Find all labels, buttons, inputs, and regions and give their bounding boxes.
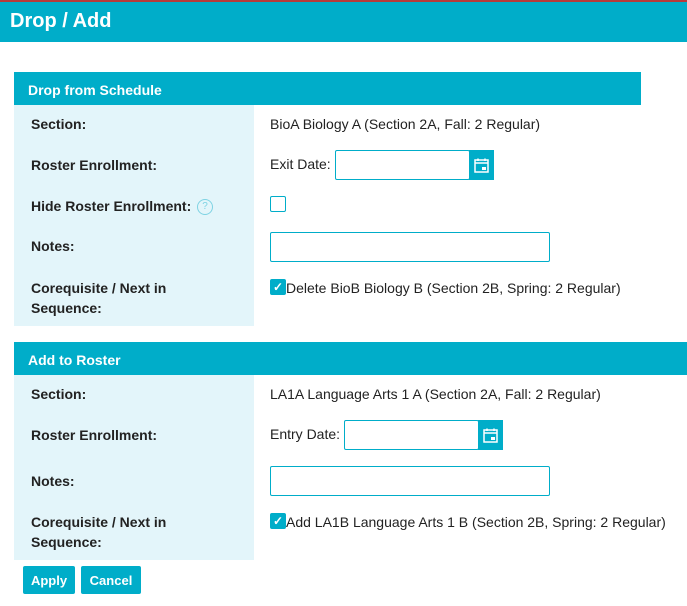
add-notes-label: Notes: bbox=[31, 473, 75, 489]
hide-roster-label: Hide Roster Enrollment: bbox=[31, 198, 192, 214]
add-coreq-label-line2: Sequence: bbox=[31, 534, 102, 550]
help-icon[interactable]: ? bbox=[197, 199, 213, 215]
drop-section-value: BioA Biology A (Section 2A, Fall: 2 Regu… bbox=[270, 116, 541, 132]
apply-button[interactable]: Apply bbox=[23, 566, 75, 594]
add-roster-label: Roster Enrollment: bbox=[31, 427, 158, 443]
add-coreq-value: Add LA1B Language Arts 1 B (Section 2B, … bbox=[286, 514, 666, 530]
drop-notes-input[interactable] bbox=[270, 232, 550, 262]
drop-section-header: Drop from Schedule bbox=[14, 72, 641, 105]
exit-date-input[interactable] bbox=[335, 150, 470, 180]
drop-coreq-label-line2: Sequence: bbox=[31, 300, 102, 316]
add-label-column bbox=[14, 375, 254, 560]
page-title: Drop / Add bbox=[10, 10, 112, 32]
cancel-button[interactable]: Cancel bbox=[81, 566, 141, 594]
exit-date-label: Exit Date: bbox=[270, 156, 331, 172]
drop-label-column bbox=[14, 105, 254, 326]
add-section-value: LA1A Language Arts 1 A (Section 2A, Fall… bbox=[270, 386, 601, 402]
entry-date-label: Entry Date: bbox=[270, 426, 341, 442]
hide-roster-checkbox[interactable] bbox=[270, 196, 286, 212]
entry-date-calendar-button[interactable] bbox=[478, 420, 503, 450]
calendar-icon bbox=[483, 428, 498, 443]
exit-date-calendar-button[interactable] bbox=[469, 150, 494, 180]
checkmark-icon: ✓ bbox=[272, 280, 284, 294]
add-coreq-checkbox[interactable]: ✓ bbox=[270, 513, 286, 529]
add-section-header: Add to Roster bbox=[14, 342, 687, 375]
add-coreq-label: Corequisite / Next in Sequence: bbox=[31, 512, 166, 552]
drop-coreq-checkbox[interactable]: ✓ bbox=[270, 279, 286, 295]
drop-roster-label: Roster Enrollment: bbox=[31, 157, 158, 173]
drop-notes-label: Notes: bbox=[31, 238, 75, 254]
drop-section-label: Section: bbox=[31, 116, 87, 132]
drop-coreq-label: Corequisite / Next in Sequence: bbox=[31, 278, 166, 318]
calendar-icon bbox=[474, 158, 489, 173]
drop-coreq-value: Delete BioB Biology B (Section 2B, Sprin… bbox=[286, 280, 621, 296]
add-coreq-label-line1: Corequisite / Next in bbox=[31, 514, 167, 530]
checkmark-icon: ✓ bbox=[272, 514, 284, 528]
add-notes-input[interactable] bbox=[270, 466, 550, 496]
add-section-label: Section: bbox=[31, 386, 87, 402]
entry-date-input[interactable] bbox=[344, 420, 479, 450]
title-bar bbox=[0, 0, 687, 42]
drop-coreq-label-line1: Corequisite / Next in bbox=[31, 280, 167, 296]
